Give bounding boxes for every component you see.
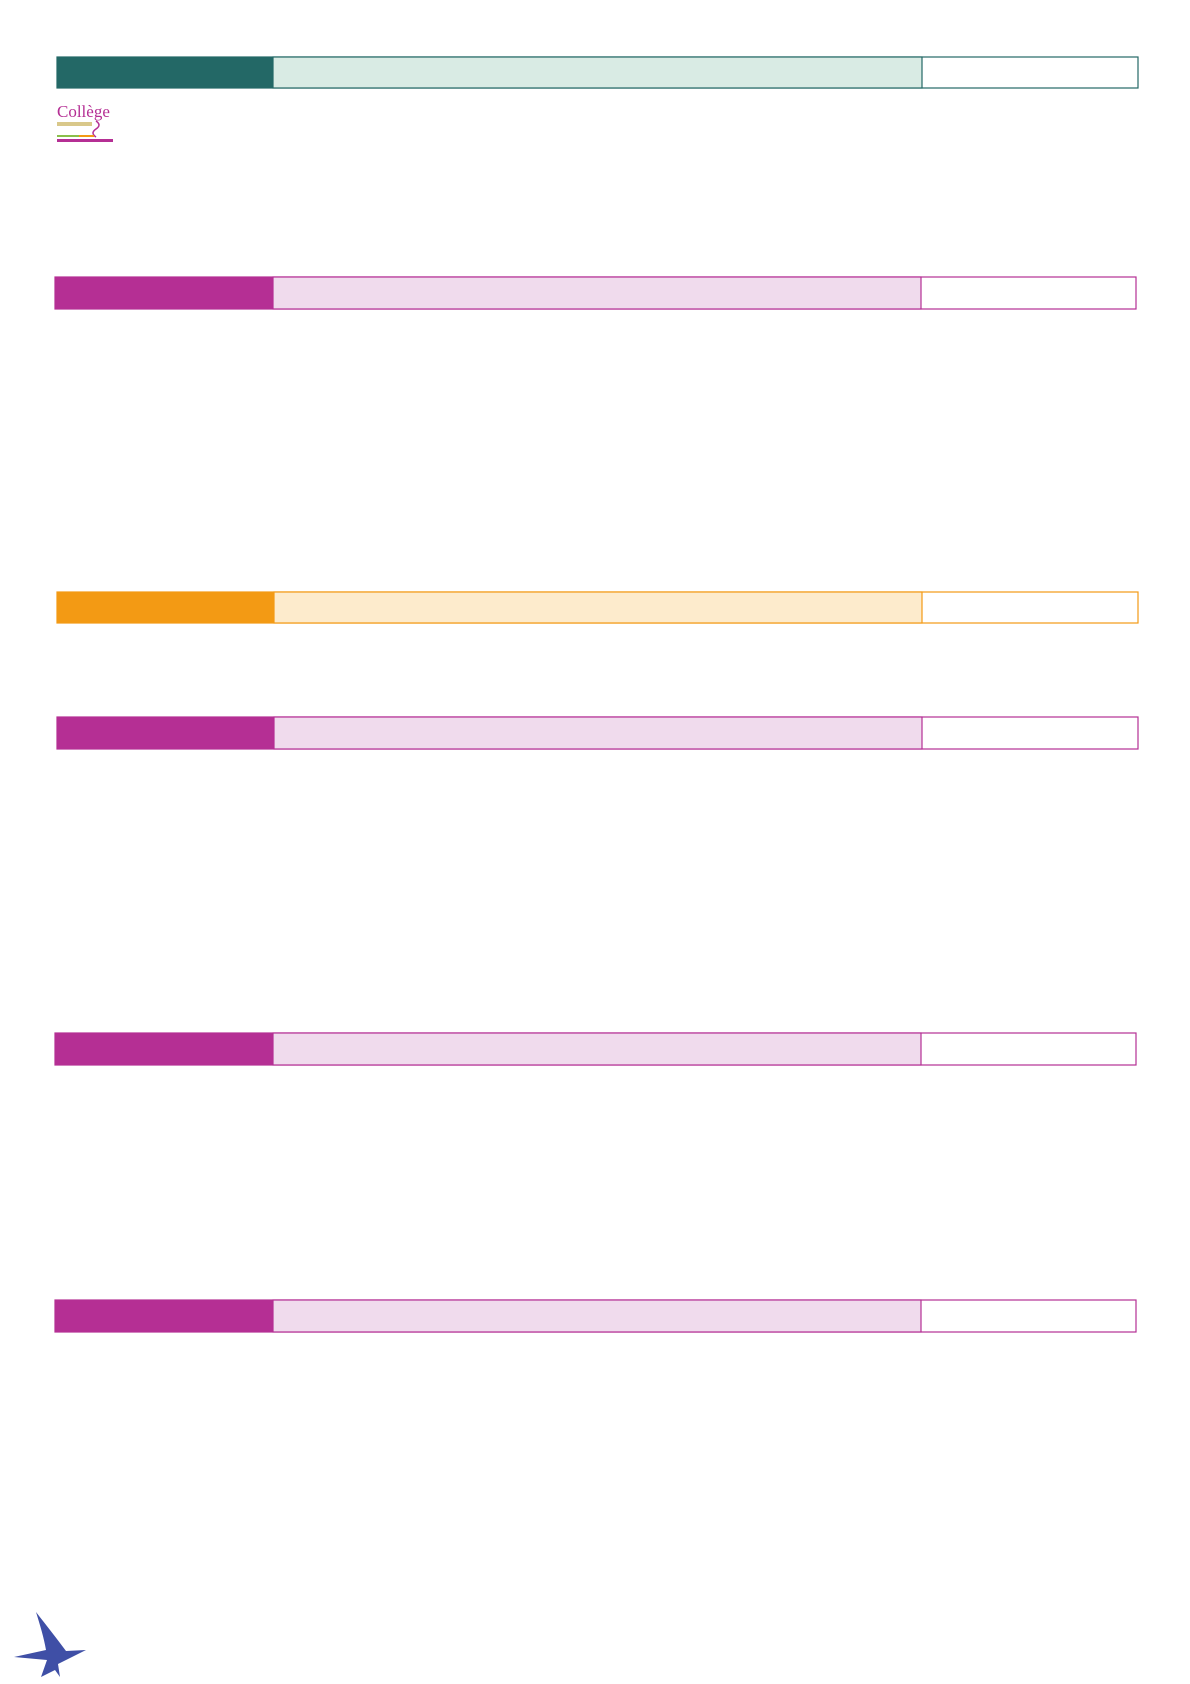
logo: Collège (57, 102, 113, 142)
section-bar (56, 716, 1139, 750)
section-bar (54, 1299, 1137, 1333)
logo-text: Collège (57, 102, 110, 121)
section-bar (54, 276, 1137, 310)
section-bar (56, 591, 1139, 624)
section-bar (54, 1032, 1137, 1066)
section-bar (56, 56, 1139, 89)
bird-icon (14, 1612, 86, 1677)
